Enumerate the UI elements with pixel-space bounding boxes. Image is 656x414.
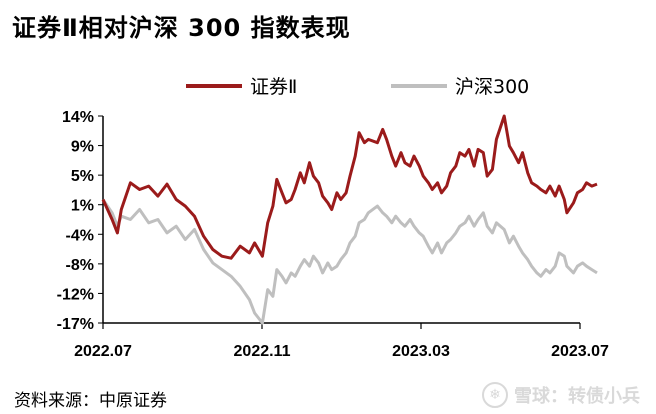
series-line [101,198,598,325]
legend-label: 沪深300 [455,76,529,98]
watermark-text: 雪球：转债小兵 [514,386,640,407]
y-axis: 14% 9% 5% 1% -4% -8% -12% -17% [57,109,104,333]
y-tick-label: 14% [62,109,94,126]
series-line [101,114,598,260]
y-tick-label: -4% [66,227,94,244]
source-note: 资料来源：中原证券 [14,391,167,411]
legend-label: 证券Ⅱ [250,76,297,98]
series-lines [101,114,598,325]
x-tick-label: 2023.03 [392,343,450,360]
legend: 证券Ⅱ 沪深300 [186,76,529,98]
watermark: ❄ 雪球：转债小兵 [482,382,640,408]
line-chart: 证券Ⅱ 沪深300 14% 9% 5% 1% -4% -8% -12% -17% 2022.07… [57,76,609,360]
snowball-logo-icon: ❄ [482,382,508,408]
y-tick-label: 1% [71,198,94,215]
x-axis: 2022.07 2022.11 2023.03 2023.07 [74,322,609,360]
y-tick-label: -17% [57,316,94,333]
y-tick-label: 5% [71,168,94,185]
y-tick-label: -12% [57,286,94,303]
x-tick-label: 2022.11 [234,343,291,360]
x-tick-label: 2022.07 [74,343,132,360]
x-tick-label: 2023.07 [551,343,609,360]
y-tick-label: -8% [66,257,94,274]
y-tick-label: 9% [71,139,94,156]
chart-title: 证券Ⅱ相对沪深 300 指数表现 [12,14,351,42]
